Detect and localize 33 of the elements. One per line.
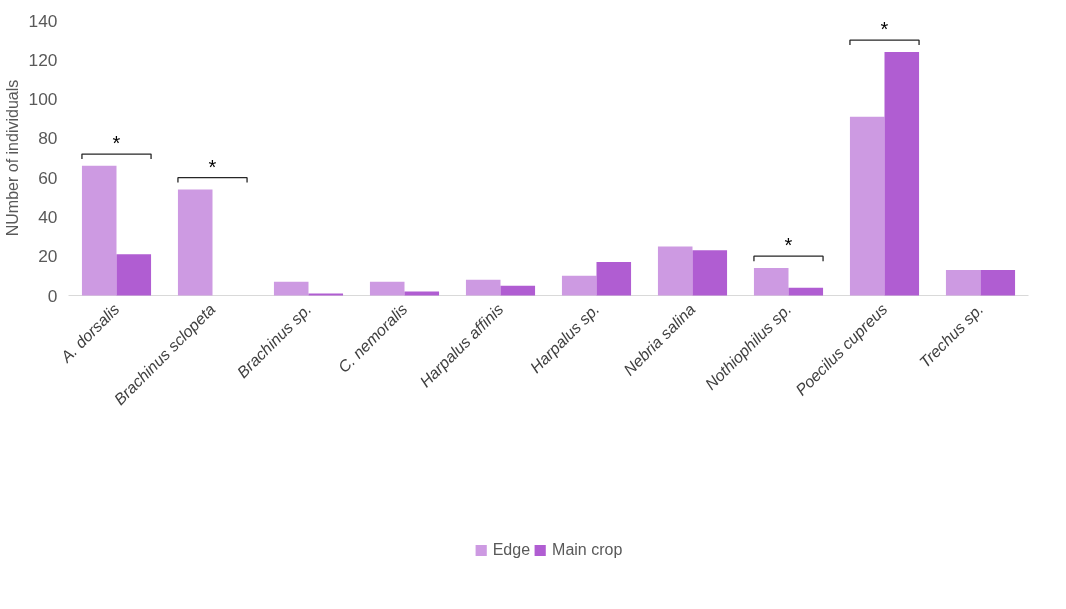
y-tick-label: 60 — [38, 167, 58, 188]
bar — [177, 189, 213, 296]
bar — [404, 291, 440, 296]
bar — [945, 269, 981, 296]
bar — [369, 281, 405, 296]
bar — [561, 275, 597, 296]
y-tick-label: 120 — [28, 49, 58, 70]
bar — [980, 269, 1016, 296]
annotation: * — [112, 132, 121, 155]
y-tick-label: 40 — [38, 206, 58, 227]
bar — [465, 279, 501, 296]
bar — [116, 254, 152, 296]
bar — [500, 285, 536, 296]
y-tick-label: 0 — [47, 285, 58, 306]
bar — [788, 287, 824, 296]
bar — [753, 268, 789, 296]
bar — [81, 165, 117, 296]
y-tick-label: 140 — [28, 10, 58, 31]
bar — [657, 246, 693, 296]
bar — [849, 116, 885, 296]
legend-label: Main crop — [552, 540, 623, 559]
y-tick-label: 20 — [38, 246, 58, 267]
legend-label: Edge — [492, 540, 531, 559]
bar — [884, 51, 920, 296]
annotation: * — [784, 234, 793, 257]
bar — [692, 250, 728, 296]
y-tick-label: 80 — [38, 128, 58, 149]
annotation: * — [880, 18, 889, 41]
bar — [273, 281, 309, 296]
bar — [596, 262, 632, 296]
y-axis-title: NUmber of individuals — [3, 79, 21, 237]
annotation: * — [208, 155, 217, 178]
y-tick-label: 100 — [28, 89, 58, 110]
